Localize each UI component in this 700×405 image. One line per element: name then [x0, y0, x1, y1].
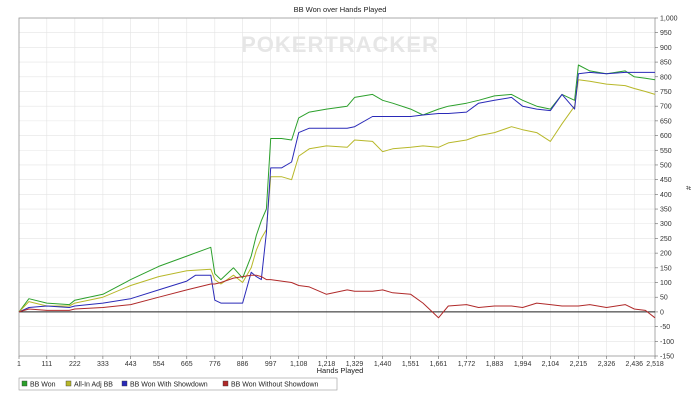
y-tick-label: 900	[660, 45, 672, 52]
y-tick-label: 500	[660, 162, 672, 169]
legend-box	[18, 377, 338, 391]
x-tick-label: 665	[181, 361, 193, 368]
y-tick-label: 350	[660, 207, 672, 214]
y-tick-label: 50	[660, 295, 668, 302]
y-tick-label: 300	[660, 221, 672, 228]
legend-label: BB Won Without Showdown	[231, 382, 319, 389]
legend-swatch	[65, 380, 72, 387]
x-axis-title: Hands Played	[317, 366, 364, 375]
legend-swatch	[21, 380, 28, 387]
y-tick-label: 100	[660, 280, 672, 287]
y-tick-label: 400	[660, 192, 672, 199]
series-line-1	[18, 79, 656, 313]
x-tick-label: 1,772	[458, 361, 476, 368]
x-tick-label: 886	[237, 361, 249, 368]
x-tick-label: 1,661	[430, 361, 448, 368]
x-tick-label: 1,218	[318, 361, 336, 368]
x-tick-label: 2,215	[570, 361, 588, 368]
x-tick-label: 443	[125, 361, 137, 368]
y-tick-label: 800	[660, 74, 672, 81]
legend-label: All-In Adj BB	[74, 382, 113, 389]
y-tick-label: 0	[660, 309, 664, 316]
x-tick-label: 2,326	[598, 361, 616, 368]
y-tick-label: 950	[660, 30, 672, 37]
x-tick-label: 554	[153, 361, 165, 368]
y-axis-title: #	[684, 186, 693, 191]
x-tick-label: 2,436	[626, 361, 644, 368]
y-tick-label: 700	[660, 104, 672, 111]
watermark-logo: POKERTRACKER	[241, 32, 439, 57]
x-axis-ticks: 1 111 222 333 443 554 665 776 886 997 1,108 1,218 1,…	[17, 356, 664, 368]
y-tick-label: 250	[660, 236, 672, 243]
y-tick-label: 550	[660, 148, 672, 155]
y-tick-label: 450	[660, 177, 672, 184]
x-tick-label: 1,994	[514, 361, 532, 368]
x-tick-label: 997	[265, 361, 277, 368]
y-tick-label: 650	[660, 118, 672, 125]
y-tick-label: 600	[660, 133, 672, 140]
x-tick-label: 1	[17, 361, 21, 368]
x-tick-label: 333	[97, 361, 109, 368]
x-tick-label: 222	[69, 361, 81, 368]
series-line-2	[18, 71, 655, 313]
y-tick-label: 150	[660, 265, 672, 272]
y-tick-label: -100	[660, 339, 674, 346]
x-tick-label: 2,104	[542, 361, 560, 368]
series-layer	[18, 64, 656, 319]
plot-area	[18, 17, 656, 357]
x-tick-label: 1,329	[346, 361, 364, 368]
y-axis-ticks: -150 -100 -50 0 50 100 150 200 250 300 350 400 450 50…	[655, 16, 678, 361]
y-tick-label: 1,000	[660, 16, 678, 23]
y-tick-label: 850	[660, 60, 672, 67]
x-tick-label: 1,108	[290, 361, 308, 368]
y-tick-label: 200	[660, 251, 672, 258]
y-tick-label: 750	[660, 89, 672, 96]
x-tick-label: 2,518	[646, 361, 664, 368]
x-tick-label: 111	[41, 361, 52, 368]
x-tick-label: 1,551	[402, 361, 420, 368]
legend-label: BB Won With Showdown	[130, 382, 208, 389]
chart-title: BB Won over Hands Played	[294, 5, 387, 14]
series-line-0	[18, 64, 656, 313]
legend-swatch	[121, 380, 128, 387]
series-line-3	[18, 274, 656, 319]
legend-label: BB Won	[30, 382, 56, 389]
x-tick-label: 1,440	[374, 361, 392, 368]
y-tick-label: -150	[660, 354, 674, 361]
x-tick-label: 1,883	[486, 361, 504, 368]
legend: BB Won All-In Adj BB BB Won With Showdown B…	[18, 377, 338, 391]
y-tick-label: -50	[660, 324, 670, 331]
legend-swatch	[222, 380, 229, 387]
x-tick-label: 776	[209, 361, 221, 368]
